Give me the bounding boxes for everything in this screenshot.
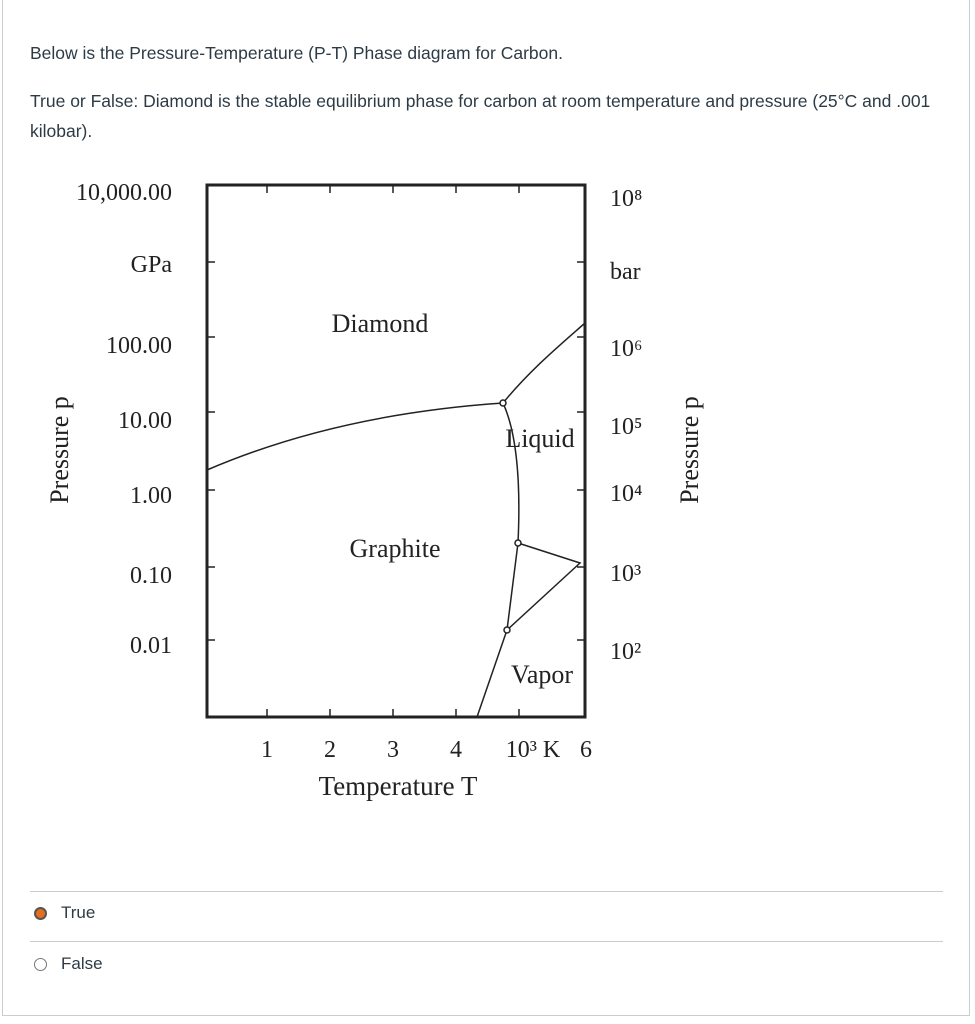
left-axis-label: Pressure p <box>45 396 74 504</box>
radio-selected[interactable] <box>34 906 47 920</box>
option-label: False <box>61 954 103 973</box>
region-label: Diamond <box>332 309 429 338</box>
bottom-tick: 1 <box>261 737 273 763</box>
bottom-tick: 3 <box>387 737 399 763</box>
option-true[interactable]: True <box>34 903 95 923</box>
radio[interactable] <box>34 957 47 971</box>
region-label: Vapor <box>511 660 573 689</box>
bottom-tick: 10³ K <box>506 737 561 763</box>
region-label: Liquid <box>505 424 574 453</box>
right-tick: 10² <box>610 639 641 665</box>
separator <box>30 891 943 892</box>
left-tick: 1.00 <box>130 483 172 509</box>
left-tick: 10,000.00 <box>76 180 172 206</box>
prompt-text: True or False: Diamond is the stable equ… <box>30 91 931 141</box>
left-tick: GPa <box>131 252 173 278</box>
right-tick: 10⁵ <box>610 414 642 440</box>
option-label: True <box>61 903 96 922</box>
bottom-tick: 6 <box>580 737 592 763</box>
left-tick: 10.00 <box>118 408 172 434</box>
region-label: Graphite <box>350 534 441 563</box>
separator <box>30 941 943 942</box>
left-tick: 0.10 <box>130 563 172 589</box>
x-axis-label: Temperature T <box>319 771 478 801</box>
intro-text: Below is the Pressure-Temperature (P-T) … <box>30 43 563 63</box>
right-axis-label: Pressure p <box>675 396 704 504</box>
option-false[interactable]: False <box>34 954 103 974</box>
bottom-tick: 2 <box>324 737 336 763</box>
right-tick: 10⁴ <box>610 481 642 507</box>
left-tick: 0.01 <box>130 633 172 659</box>
right-tick: bar <box>610 259 641 285</box>
left-tick: 100.00 <box>106 333 172 359</box>
right-tick: 10⁸ <box>610 186 642 212</box>
right-tick: 10³ <box>610 561 641 587</box>
right-tick: 10⁶ <box>610 336 642 362</box>
diagram-lines <box>205 183 587 719</box>
bottom-tick: 4 <box>450 737 462 763</box>
